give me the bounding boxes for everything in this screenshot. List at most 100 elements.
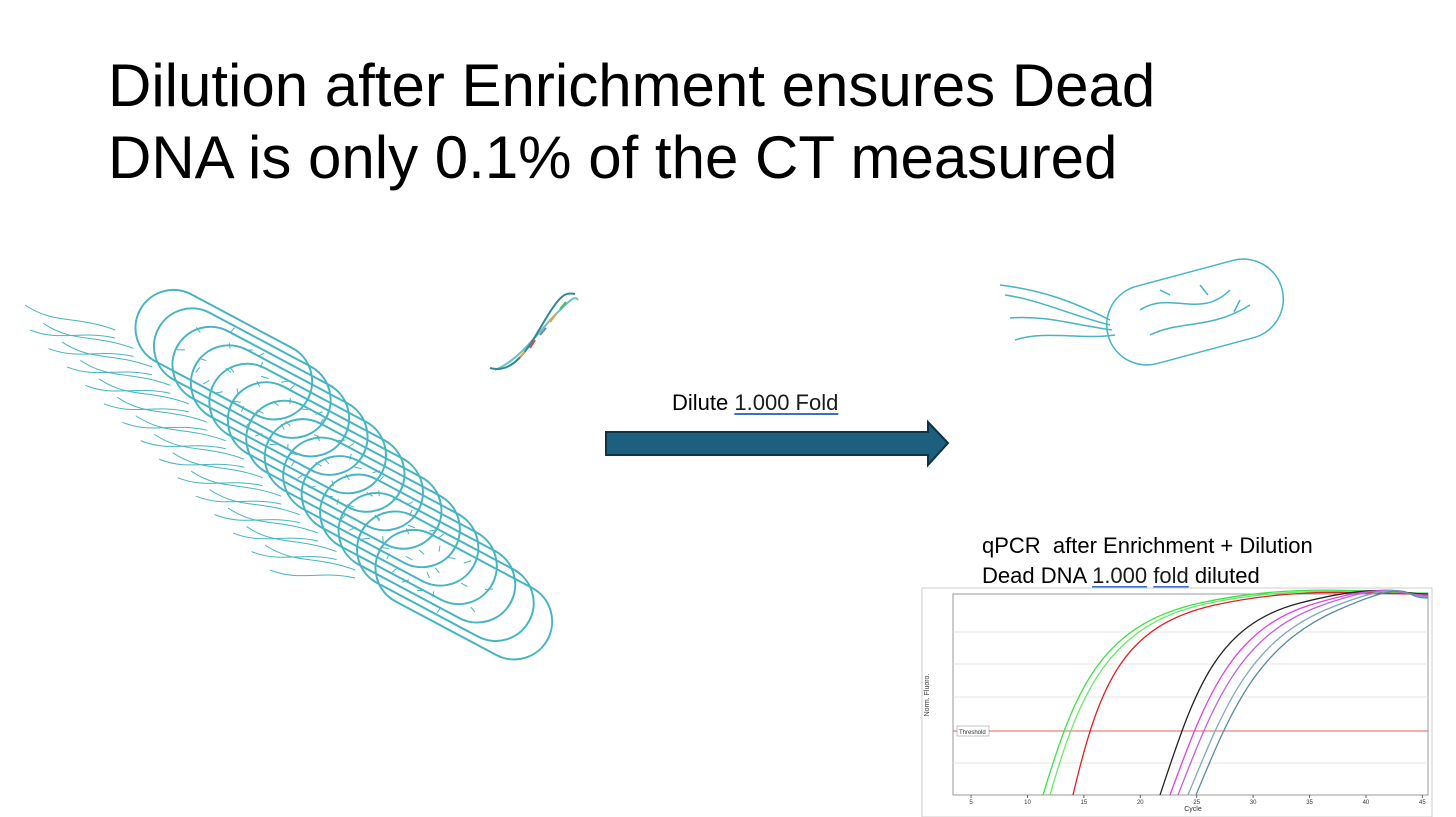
x-tick-label: 40 xyxy=(1363,800,1370,806)
cell-outline xyxy=(337,492,517,624)
threshold-label: Threshold xyxy=(959,730,986,736)
x-axis: 5 10 15 20 25 30 35 40 45 xyxy=(969,795,1426,806)
cell-hair xyxy=(202,379,210,385)
cell-hair xyxy=(336,498,339,505)
underlined-text: 1.000 Fold xyxy=(734,390,839,415)
flagellum xyxy=(153,433,245,460)
x-tick-label: 10 xyxy=(1024,800,1031,806)
cell-hair xyxy=(214,391,223,394)
cell-hair xyxy=(438,545,441,552)
cell-hair xyxy=(386,553,390,560)
flagellum xyxy=(43,323,134,349)
x-axis-label: Cycle xyxy=(1184,806,1202,813)
x-tick-label: 15 xyxy=(1081,800,1088,806)
cell-hair xyxy=(345,474,350,481)
amplification-curves xyxy=(1042,589,1429,796)
x-tick-label: 25 xyxy=(1193,800,1200,806)
flagellum xyxy=(135,415,226,442)
x-tick-label: 5 xyxy=(969,800,973,806)
flagellum xyxy=(80,359,171,386)
flagellum xyxy=(264,544,356,571)
x-tick-label: 45 xyxy=(1419,800,1426,806)
flagellum xyxy=(227,507,319,534)
flagellum xyxy=(177,477,263,487)
cell-hair xyxy=(426,571,430,579)
flagellum xyxy=(172,452,263,479)
arrow xyxy=(605,419,950,468)
cell-hair xyxy=(349,526,357,531)
cell-hair xyxy=(195,327,201,333)
cell-hair xyxy=(354,466,362,470)
cell-hair xyxy=(255,432,263,437)
flagellum xyxy=(195,495,282,505)
flagellum xyxy=(61,341,153,368)
slide-title: Dilution after Enrichment ensures Dead D… xyxy=(108,50,1155,194)
flagellum xyxy=(117,396,208,423)
caption-line: Dead DNA 1.000 fold diluted xyxy=(982,561,1313,591)
cell-hair xyxy=(195,366,201,373)
flagellum xyxy=(209,489,300,516)
flagellum xyxy=(24,304,116,331)
cell-hair xyxy=(291,460,296,467)
cell-hair xyxy=(401,579,410,583)
cell-hair xyxy=(232,400,241,403)
cell-hair xyxy=(447,556,456,560)
cell-hair xyxy=(470,606,476,613)
cell-hair xyxy=(269,443,278,446)
cell-outline xyxy=(356,510,535,642)
flagellum xyxy=(122,421,208,431)
flagellum xyxy=(140,440,226,450)
caption-text: diluted xyxy=(1194,563,1260,588)
x-tick-label: 20 xyxy=(1137,800,1144,806)
caption-line: qPCR after Enrichment + Dilution xyxy=(982,533,1313,558)
flagellum xyxy=(98,378,190,405)
cell-hair xyxy=(407,524,416,529)
qpcr-chart: 5 10 15 20 25 30 35 40 45 Threshold Cycle Norm. … xyxy=(921,587,1433,817)
underlined-text: 1.000 xyxy=(1092,563,1148,588)
cell-hair xyxy=(299,408,308,411)
flagellum xyxy=(232,532,319,542)
flagellum xyxy=(85,384,171,394)
cell-hair xyxy=(432,591,435,598)
cell-hair xyxy=(463,560,472,564)
x-tick-label: 30 xyxy=(1250,800,1257,806)
y-axis-label: Norm. Fluoro. xyxy=(924,674,931,717)
cell-outline xyxy=(374,528,554,661)
cell-hair xyxy=(297,473,304,479)
title-line: DNA is only 0.1% of the CT measured xyxy=(108,124,1118,191)
cell-hair xyxy=(405,555,413,561)
flagellum xyxy=(103,403,189,413)
cell-hair xyxy=(436,607,442,614)
flagellum xyxy=(269,569,356,579)
qpcr-caption: qPCR after Enrichment + Dilution Dead DNA… xyxy=(982,531,1313,591)
cell-outline xyxy=(319,473,498,606)
cell-hair xyxy=(340,513,347,520)
flagellum xyxy=(66,366,153,376)
flagellum xyxy=(48,347,134,357)
label-text: Dilute xyxy=(672,390,729,415)
cell-hair xyxy=(240,405,245,413)
cell-hair xyxy=(468,566,474,573)
arrow-label: Dilute 1.000 Fold xyxy=(672,390,838,416)
x-tick-label: 35 xyxy=(1306,800,1313,806)
cell-hair xyxy=(362,537,371,540)
underlined-text: fold xyxy=(1153,563,1189,588)
cell-hair xyxy=(308,485,317,489)
flagellum xyxy=(246,526,337,553)
cell-hair xyxy=(391,567,399,573)
plot-area xyxy=(952,593,1429,796)
bacterium xyxy=(999,258,1285,366)
bacteria-cluster xyxy=(24,288,554,661)
cell-hair xyxy=(429,529,438,532)
flagellum xyxy=(214,514,300,524)
cell-hair xyxy=(434,567,440,574)
cell-hair xyxy=(260,375,269,380)
cell-hair xyxy=(460,582,468,588)
flagellum xyxy=(159,458,245,468)
threshold-box xyxy=(956,725,990,737)
cell-outline xyxy=(300,455,480,587)
caption-text: Dead DNA xyxy=(982,563,1086,588)
title-line: Dilution after Enrichment ensures Dead xyxy=(108,52,1156,119)
